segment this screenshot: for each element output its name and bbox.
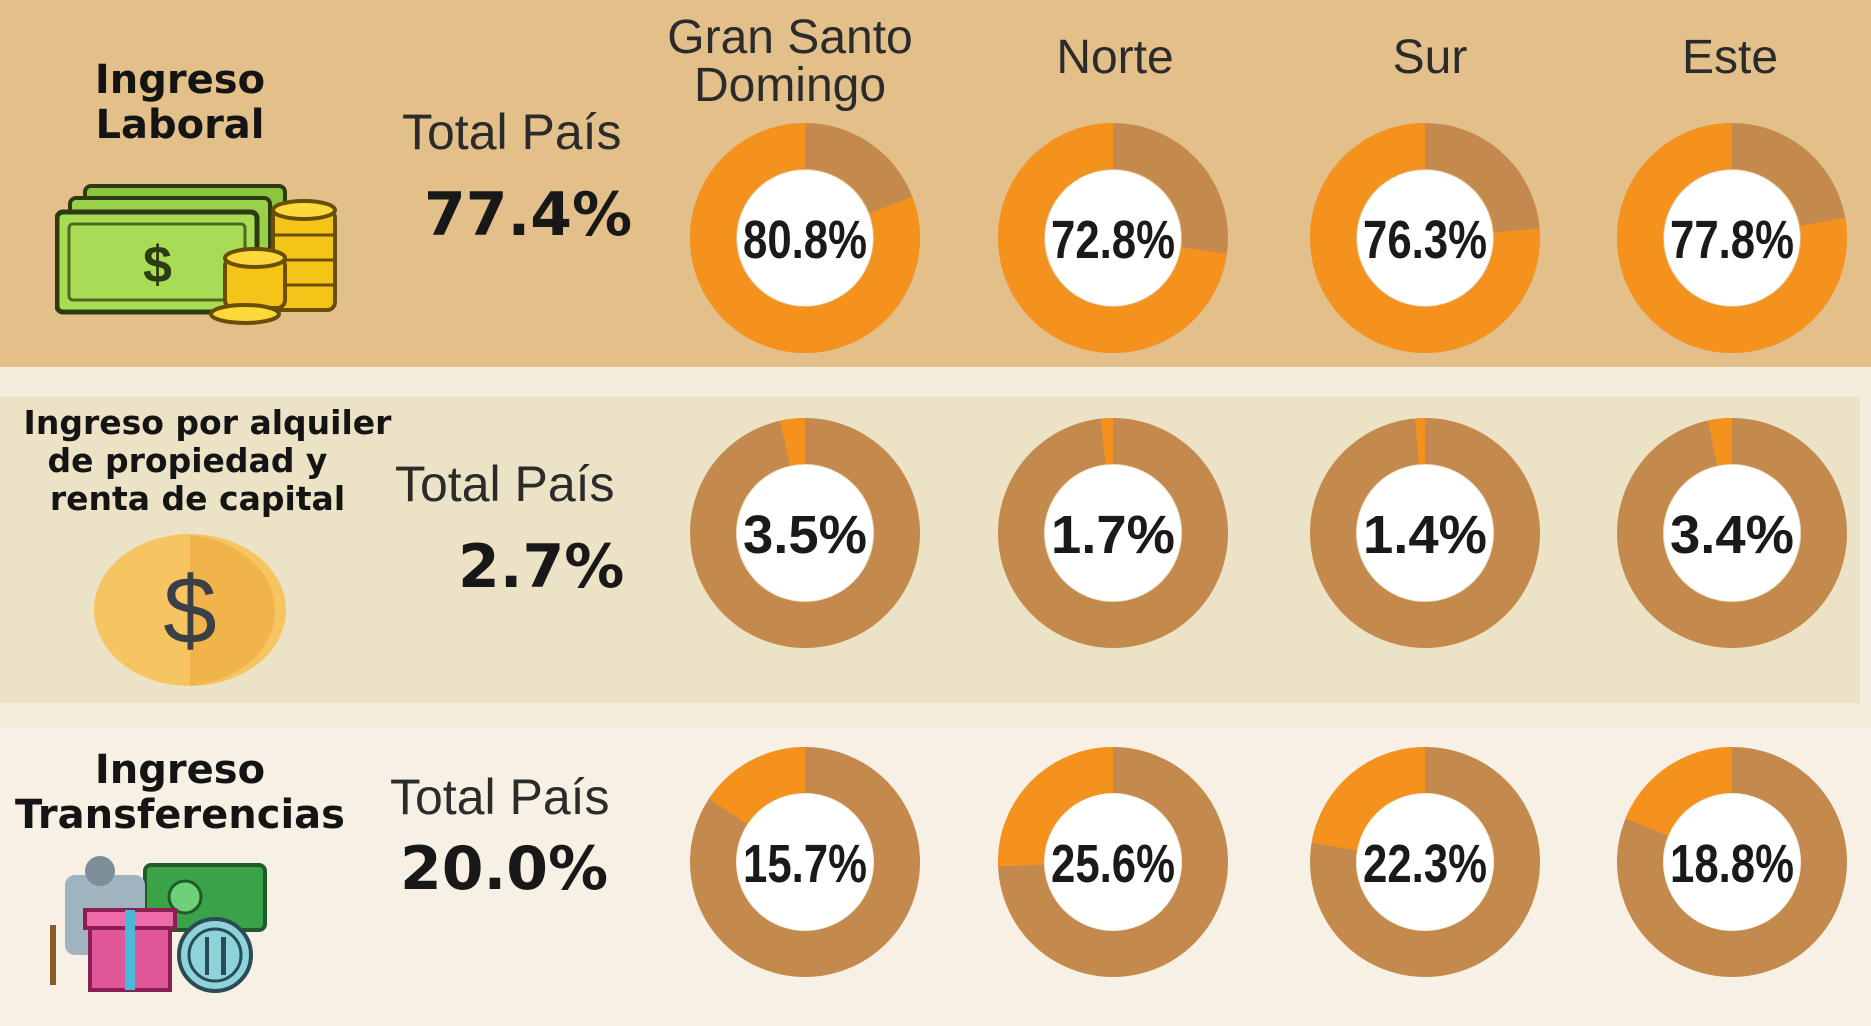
band-ingreso-transferencias	[0, 728, 1871, 1026]
donut-value-arc	[1310, 123, 1540, 353]
donut-sur-row1: 76.3%	[1310, 123, 1540, 353]
donut-value-label: 22.3%	[1363, 834, 1487, 894]
donut-norte-row1: 72.8%	[998, 123, 1228, 353]
donut-sur-row3: 22.3%	[1310, 747, 1540, 977]
category-title-line: Transferencias	[15, 791, 345, 838]
donut-center	[1357, 170, 1493, 306]
donut-value-label: 1.7%	[1051, 505, 1175, 565]
donut-value-arc	[998, 123, 1228, 353]
total-pais-value: 20.0%	[400, 834, 609, 904]
total-pais-value: 77.4%	[424, 180, 633, 250]
donut-gran-santo-domingo-row3: 15.7%	[690, 747, 920, 977]
donut-value-label: 80.8%	[743, 210, 867, 270]
region-header-gran-santo-domingo: Gran Santo Domingo	[640, 14, 940, 110]
donut-value-label: 15.7%	[743, 834, 867, 894]
category-title-ingreso-transferencias: Ingreso Transferencias	[0, 748, 360, 838]
donut-norte-row2: 1.7%	[998, 418, 1228, 648]
region-header-line: Norte	[1056, 31, 1174, 84]
donut-center	[737, 465, 873, 601]
region-header-line: Domingo	[693, 59, 887, 112]
category-title-line: Ingreso	[94, 57, 266, 103]
category-title-line: Laboral	[95, 101, 265, 148]
donut-sur-row2: 1.4%	[1310, 418, 1540, 648]
region-header-norte: Norte	[1000, 34, 1230, 82]
category-title-ingreso-alquiler: Ingreso por alquiler de propiedad y rent…	[0, 404, 415, 518]
donut-center	[737, 170, 873, 306]
donut-value-label: 72.8%	[1051, 210, 1175, 270]
donut-value-label: 25.6%	[1051, 834, 1175, 894]
region-header-este: Este	[1615, 34, 1845, 82]
total-pais-label: Total País	[402, 104, 622, 160]
donut-center	[737, 794, 873, 930]
svg-text:$: $	[143, 236, 172, 294]
donut-value-arc	[690, 418, 920, 648]
region-header-line: Gran Santo	[667, 11, 913, 64]
donut-value-label: 18.8%	[1670, 834, 1794, 894]
donut-value-label: 3.5%	[743, 505, 867, 565]
donut-value-arc	[1617, 747, 1847, 977]
category-title-line: Ingreso por alquiler	[23, 403, 392, 442]
donut-norte-row3: 25.6%	[998, 747, 1228, 977]
donut-este-row3: 18.8%	[1617, 747, 1847, 977]
dollar-coin-icon: $	[94, 534, 286, 686]
donut-value-arc	[1617, 123, 1847, 353]
category-title-line: de propiedad y	[47, 440, 328, 480]
donut-este-row1: 77.8%	[1617, 123, 1847, 353]
donut-value-arc	[690, 123, 920, 353]
donut-value-arc	[1617, 418, 1847, 648]
category-title-ingreso-laboral: Ingreso Laboral	[40, 58, 320, 148]
gift-cash-food-icon	[50, 856, 267, 993]
svg-text:$: $	[163, 557, 216, 664]
region-header-line: Sur	[1392, 31, 1468, 84]
category-title-line: Ingreso	[94, 747, 266, 793]
region-header-sur: Sur	[1315, 34, 1545, 82]
donut-value-label: 1.4%	[1363, 505, 1487, 565]
total-pais-label: Total País	[390, 769, 610, 825]
donut-value-arc	[1310, 747, 1540, 977]
donut-este-row2: 3.4%	[1617, 418, 1847, 648]
category-title-line: renta de capital	[49, 478, 346, 518]
donut-value-arc	[998, 747, 1228, 977]
donut-center	[1045, 465, 1181, 601]
donut-center	[1664, 170, 1800, 306]
donut-center	[1357, 465, 1493, 601]
donut-gran-santo-domingo-row1: 80.8%	[690, 123, 920, 353]
donut-value-label: 76.3%	[1363, 210, 1487, 270]
donut-center	[1045, 170, 1181, 306]
donut-value-label: 3.4%	[1670, 505, 1794, 565]
donut-center	[1664, 794, 1800, 930]
donut-center	[1357, 794, 1493, 930]
donut-value-arc	[998, 418, 1228, 648]
donut-center	[1664, 465, 1800, 601]
donut-gran-santo-domingo-row2: 3.5%	[690, 418, 920, 648]
total-pais-value: 2.7%	[458, 532, 625, 602]
donut-value-arc	[690, 747, 920, 977]
region-header-line: Este	[1681, 31, 1779, 84]
total-pais-label: Total País	[395, 456, 615, 512]
band-ingreso-alquiler	[0, 397, 1860, 703]
donut-value-arc	[1310, 418, 1540, 648]
donut-value-label: 77.8%	[1670, 210, 1794, 270]
money-bills-coins-icon: $	[55, 184, 337, 325]
donut-center	[1045, 794, 1181, 930]
